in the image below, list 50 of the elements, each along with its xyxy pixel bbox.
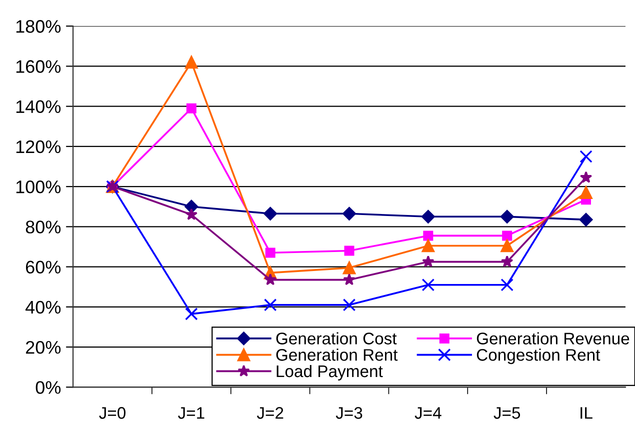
point — [500, 210, 514, 224]
point — [580, 150, 592, 163]
y-tick-label: 40% — [26, 300, 61, 314]
point — [579, 212, 593, 226]
y-tick-label: 180% — [16, 20, 61, 33]
y-tick-label: 100% — [16, 180, 61, 194]
x-tick-label: J=3 — [336, 407, 362, 419]
x-tick-label: J=0 — [99, 407, 126, 419]
legend-label: Generation Cost — [276, 332, 397, 344]
point — [343, 273, 356, 286]
x-tick-label: J=5 — [494, 407, 520, 419]
x-tick-label: J=1 — [178, 407, 204, 419]
y-tick-label: 140% — [16, 100, 61, 114]
y-tick-label: 20% — [26, 340, 61, 354]
point — [421, 210, 435, 224]
point — [422, 255, 434, 268]
point — [342, 261, 356, 274]
y-tick-label: 0% — [36, 381, 61, 394]
point — [185, 56, 198, 69]
legend-label: Load Payment — [276, 364, 383, 380]
point — [344, 246, 354, 256]
x-tick-label: J=4 — [414, 407, 442, 419]
point — [185, 308, 198, 320]
point — [264, 273, 276, 286]
point — [423, 230, 434, 241]
point — [500, 239, 514, 252]
point — [185, 208, 198, 220]
point — [264, 298, 277, 312]
y-tick-label: 60% — [26, 260, 61, 274]
point — [422, 239, 435, 252]
point — [580, 186, 592, 199]
x-tick-label: J=2 — [256, 407, 284, 419]
point — [500, 278, 514, 292]
point — [264, 206, 278, 220]
point — [184, 200, 198, 214]
x-tick-label: IL — [580, 407, 592, 419]
point — [265, 248, 276, 258]
point — [502, 230, 512, 241]
legend-label: Congestion Rent — [476, 348, 600, 364]
point — [186, 103, 196, 114]
point — [342, 206, 356, 220]
y-tick-label: 160% — [16, 60, 61, 73]
point — [500, 255, 514, 268]
legend-label: Generation Rent — [276, 348, 398, 361]
legend-label: Generation Revenue — [476, 332, 630, 344]
y-tick-label: 80% — [26, 220, 61, 234]
point — [580, 171, 592, 183]
y-tick-label: 120% — [16, 140, 61, 154]
point — [342, 298, 356, 312]
point — [422, 278, 435, 292]
